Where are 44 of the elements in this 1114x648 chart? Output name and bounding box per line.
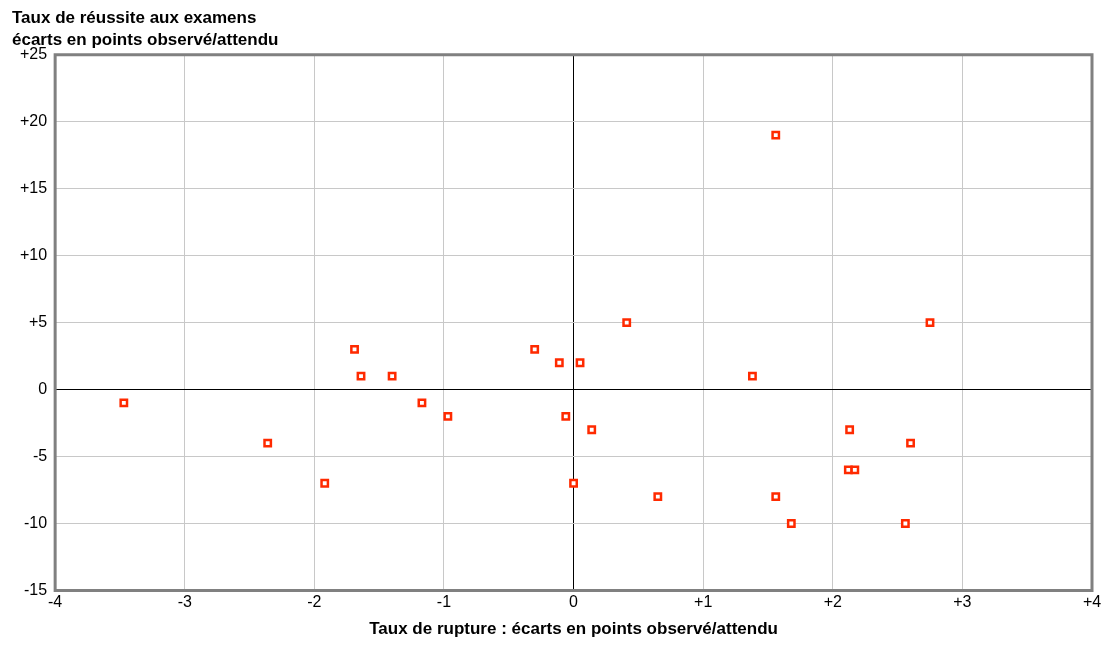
y-tick-label: -15 <box>24 580 48 598</box>
point <box>906 438 915 448</box>
point <box>771 492 781 502</box>
point <box>569 478 578 488</box>
x-tick-label: -1 <box>436 593 452 611</box>
y-tick-label: +20 <box>20 112 48 130</box>
y-tick-label: +10 <box>20 246 48 264</box>
point <box>575 358 585 368</box>
x-tick-label: 0 <box>569 593 579 611</box>
y-tick-label: -5 <box>32 446 48 464</box>
point <box>320 478 330 488</box>
point <box>417 398 427 408</box>
y-tick-label: 0 <box>38 379 48 397</box>
point <box>771 130 781 140</box>
point <box>587 425 597 435</box>
point <box>119 398 129 408</box>
chart-title: Taux de réussite aux examens <box>12 7 257 27</box>
point <box>387 371 397 381</box>
y-tick-label: -10 <box>24 513 48 531</box>
point <box>850 465 860 475</box>
point <box>356 371 366 381</box>
point <box>900 519 910 528</box>
y-tick-label: +15 <box>20 179 48 197</box>
point <box>530 344 540 354</box>
x-tick-label: -4 <box>48 593 63 611</box>
point <box>554 358 564 368</box>
point <box>653 492 663 502</box>
point <box>350 344 359 354</box>
point <box>786 519 796 528</box>
point <box>622 318 632 328</box>
x-axis-title: Taux de rupture : écarts en points observé/attendu <box>369 619 778 639</box>
y-tick-label: +5 <box>28 313 48 331</box>
x-tick-label: -3 <box>177 593 192 611</box>
point <box>845 425 855 435</box>
x-tick-label: +1 <box>694 593 713 611</box>
x-tick-label: +2 <box>823 593 842 611</box>
x-tick-label: +3 <box>953 593 972 611</box>
point <box>748 371 757 381</box>
point <box>925 318 935 328</box>
x-tick-label: -2 <box>307 593 322 611</box>
point <box>561 411 571 421</box>
point <box>263 438 273 448</box>
point <box>443 411 453 421</box>
x-tick-label: +4 <box>1082 593 1102 611</box>
